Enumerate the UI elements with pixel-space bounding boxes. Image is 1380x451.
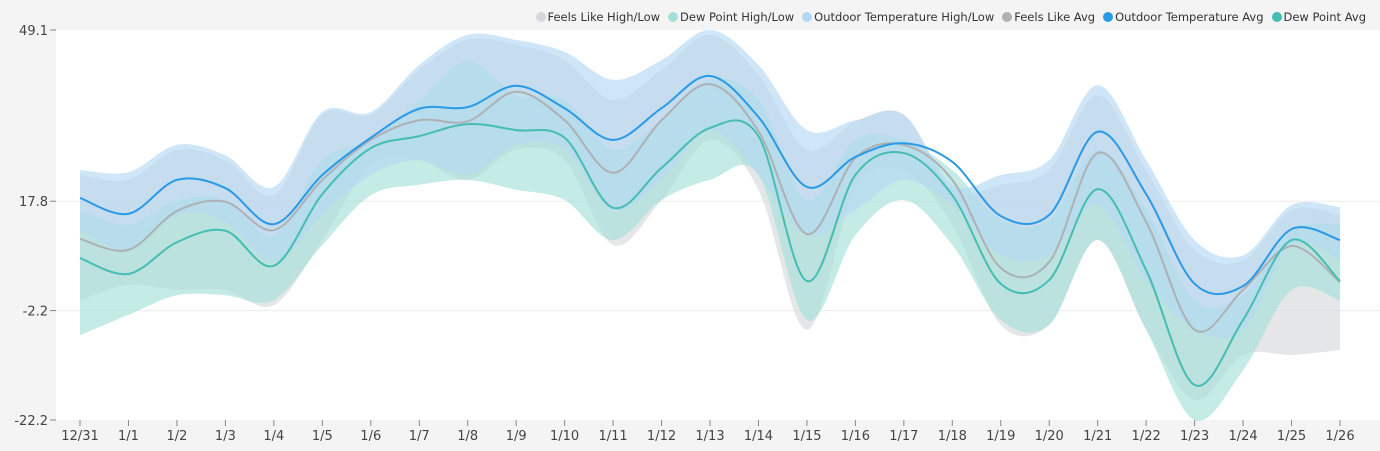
y-tick-label: 49.1: [19, 24, 48, 39]
line-feels-like-avg: [79, 83, 1341, 333]
legend-dot-icon: [535, 12, 546, 22]
x-tick-label: 1/10: [550, 429, 579, 444]
x-tick-label: 1/15: [792, 429, 821, 444]
legend-dot-icon: [1002, 12, 1013, 22]
legend-item-outdoor-temperature-avg[interactable]: Outdoor Temperature Avg: [1103, 10, 1264, 24]
x-tick-label: 1/2: [166, 429, 187, 444]
chart-legend: Feels Like High/Low Dew Point High/Low O…: [535, 10, 1367, 24]
x-tick-label: 1/20: [1035, 429, 1064, 444]
x-tick-label: 1/13: [695, 429, 724, 444]
x-tick-label: 1/19: [986, 429, 1015, 444]
x-tick-label: 1/4: [263, 429, 284, 444]
legend-label: Outdoor Temperature High/Low: [814, 10, 995, 24]
legend-label: Outdoor Temperature Avg: [1115, 10, 1264, 24]
x-tick-label: 1/1: [118, 429, 139, 444]
x-tick-label: 1/6: [360, 429, 381, 444]
legend-item-dew-point-high-low[interactable]: Dew Point High/Low: [668, 10, 794, 24]
x-tick-label: 12/31: [61, 429, 98, 444]
x-tick-label: 1/25: [1277, 429, 1306, 444]
x-tick-label: 1/12: [647, 429, 676, 444]
line-dew-point-avg: [79, 119, 1341, 387]
legend-item-outdoor-temperature-high-low[interactable]: Outdoor Temperature High/Low: [802, 10, 994, 24]
legend-item-feels-like-high-low[interactable]: Feels Like High/Low: [535, 10, 661, 24]
x-tick-label: 1/24: [1228, 429, 1257, 444]
x-tick-label: 1/8: [457, 429, 478, 444]
x-tick-label: 1/5: [312, 429, 333, 444]
x-tick-label: 1/14: [744, 429, 773, 444]
line-outdoor-temperature-avg: [79, 74, 1341, 296]
legend-label: Feels Like High/Low: [547, 10, 661, 24]
x-tick-label: 1/26: [1325, 429, 1354, 444]
x-tick-label: 1/3: [215, 429, 236, 444]
legend-label: Dew Point High/Low: [680, 10, 795, 24]
y-tick-label: 17.8: [19, 195, 48, 210]
x-tick-label: 1/9: [506, 429, 527, 444]
legend-dot-icon: [802, 12, 813, 22]
legend-dot-icon: [1271, 12, 1282, 22]
legend-item-feels-like-avg[interactable]: Feels Like Avg: [1002, 10, 1095, 24]
legend-label: Dew Point Avg: [1283, 10, 1367, 24]
x-tick-label: 1/22: [1132, 429, 1161, 444]
legend-item-dew-point-avg[interactable]: Dew Point Avg: [1271, 10, 1367, 24]
x-tick-label: 1/11: [598, 429, 627, 444]
legend-label: Feels Like Avg: [1014, 10, 1096, 24]
x-tick-label: 1/23: [1180, 429, 1209, 444]
x-tick-label: 1/18: [938, 429, 967, 444]
x-tick-label: 1/21: [1083, 429, 1112, 444]
x-tick-label: 1/16: [841, 429, 870, 444]
y-tick-label: -22.2: [14, 414, 48, 429]
legend-dot-icon: [668, 12, 679, 22]
legend-dot-icon: [1103, 12, 1114, 22]
x-tick-label: 1/7: [409, 429, 430, 444]
y-tick-label: -2.2: [23, 305, 48, 320]
x-tick-label: 1/17: [889, 429, 918, 444]
band-outdoor-temperature-high-low: [80, 29, 1340, 339]
